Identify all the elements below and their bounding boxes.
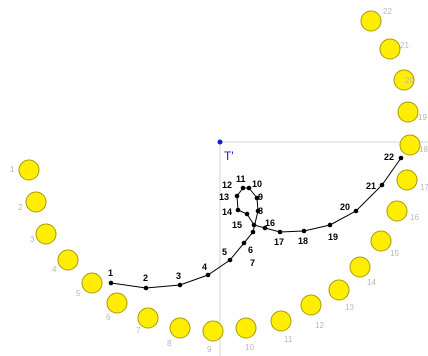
path-point-label: 7	[250, 258, 255, 268]
ring-circle	[399, 134, 421, 156]
ring-circle-label: 10	[245, 343, 254, 352]
path-point	[235, 207, 241, 213]
path-point	[108, 280, 114, 286]
path-point-label: 20	[340, 202, 350, 212]
path-point-label: 12	[222, 180, 232, 190]
ring-circle-label: 2	[18, 203, 23, 212]
path-point	[353, 208, 359, 214]
path-point	[246, 185, 252, 191]
path-point	[301, 228, 307, 234]
ring-circle-label: 17	[420, 183, 428, 192]
ring-circle	[18, 159, 40, 181]
path-point	[255, 208, 261, 214]
ring-circle-label: 1	[10, 165, 15, 174]
path-point	[379, 182, 385, 188]
ring-circle-label: 5	[76, 289, 81, 298]
ring-circle	[202, 320, 224, 342]
path-point-label: 5	[222, 247, 227, 257]
path-point	[398, 155, 404, 161]
ring-circle-label: 16	[410, 213, 419, 222]
ring-circle	[235, 317, 257, 339]
path-point	[205, 272, 211, 278]
path-point-label: 4	[202, 262, 207, 272]
ring-circle	[370, 230, 392, 252]
ring-circle-label: 12	[315, 321, 324, 330]
ring-circle	[169, 317, 191, 339]
path-point	[327, 222, 333, 228]
path-point	[143, 285, 149, 291]
path-point-label: 13	[219, 192, 229, 202]
path-point	[241, 240, 247, 246]
ring-circle	[379, 38, 401, 60]
path-point-label: 9	[258, 192, 263, 202]
ring-circle-label: 9	[207, 345, 212, 354]
ring-circle	[300, 294, 322, 316]
path-point	[177, 282, 183, 288]
ring-circle	[25, 191, 47, 213]
ring-circle-label: 14	[367, 278, 376, 287]
path-point-label: 1	[108, 268, 113, 278]
ring-circle	[386, 200, 408, 222]
ring-circle	[106, 292, 128, 314]
path-point	[234, 193, 240, 199]
path-point	[244, 211, 250, 217]
ring-circle-label: 8	[167, 339, 172, 348]
ring-circle-label: 19	[418, 113, 427, 122]
path-point-label: 21	[366, 181, 376, 191]
ring-circle	[57, 249, 79, 271]
path-point-label: 19	[328, 232, 338, 242]
path-point-label: 2	[143, 273, 148, 283]
path-point	[251, 222, 257, 228]
ring-circle	[137, 307, 159, 329]
motion-path-curve	[110, 157, 402, 289]
ring-circle-label: 13	[345, 303, 354, 312]
path-point-label: 16	[265, 218, 275, 228]
path-point	[277, 229, 283, 235]
ring-circle-label: 6	[106, 313, 111, 322]
ring-circle-label: 7	[136, 326, 141, 335]
path-point-label: 18	[298, 236, 308, 246]
ring-circle	[360, 10, 382, 32]
ring-circle-label: 18	[419, 145, 428, 154]
ring-circle-label: 15	[390, 249, 399, 258]
ring-circle-label: 21	[400, 41, 409, 50]
ring-circle-label: 20	[405, 76, 414, 85]
ring-circle	[397, 101, 419, 123]
ring-circle	[396, 169, 418, 191]
path-point	[250, 229, 256, 235]
ring-circle	[81, 272, 103, 294]
path-point-label: 6	[248, 245, 253, 255]
ring-circle	[270, 310, 292, 332]
path-point-label: 8	[258, 206, 263, 216]
path-point	[240, 185, 246, 191]
ring-circle	[349, 256, 371, 278]
path-point	[262, 225, 268, 231]
ring-circle-label: 11	[284, 335, 293, 344]
origin-point	[217, 139, 223, 145]
path-point-label: 22	[384, 152, 394, 162]
path-point-label: 10	[252, 179, 262, 189]
guide-lines	[219, 141, 428, 356]
ring-circle	[328, 279, 350, 301]
ring-circle	[393, 69, 415, 91]
path-point-label: 11	[236, 174, 246, 184]
path-point-label: 15	[232, 220, 242, 230]
path-point	[227, 257, 233, 263]
path-point-label: 17	[274, 237, 284, 247]
ring-circle-label: 3	[30, 235, 35, 244]
path-point-label: 3	[176, 271, 181, 281]
ring-circle	[35, 223, 57, 245]
ring-circle-label: 22	[383, 7, 392, 16]
ring-circle-label: 4	[52, 265, 57, 274]
origin-label: T'	[224, 149, 234, 163]
path-point	[254, 195, 260, 201]
path-point-label: 14	[222, 207, 232, 217]
